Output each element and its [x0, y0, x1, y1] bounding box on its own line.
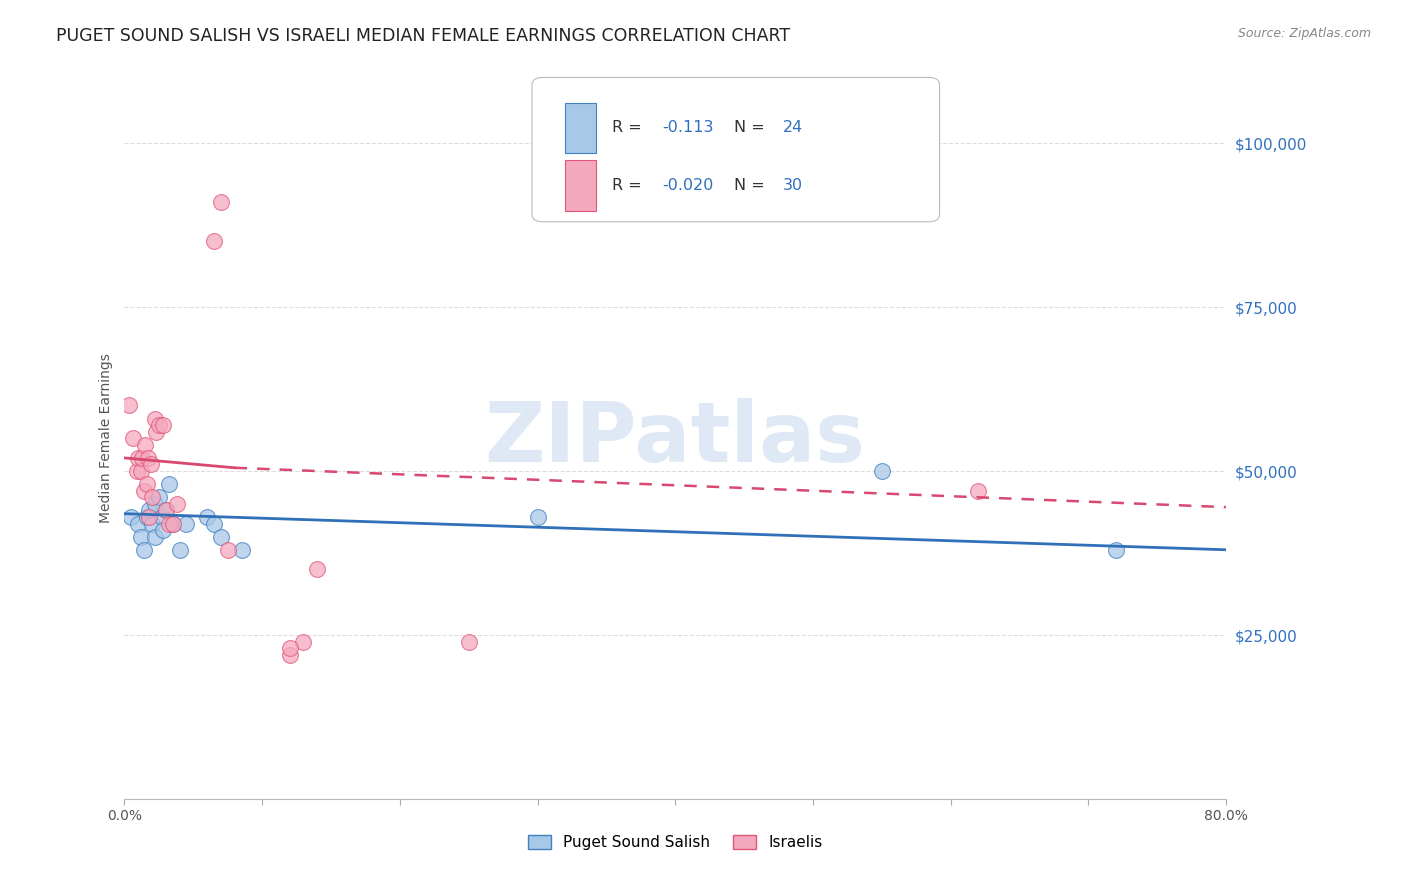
Point — [138, 503, 160, 517]
Point — [166, 497, 188, 511]
Point — [132, 542, 155, 557]
Point — [967, 483, 990, 498]
Point — [131, 450, 153, 465]
Point — [117, 399, 139, 413]
Text: PUGET SOUND SALISH VS ISRAELI MEDIAN FEMALE EARNINGS CORRELATION CHART: PUGET SOUND SALISH VS ISRAELI MEDIAN FEM… — [56, 27, 790, 45]
Legend: Puget Sound Salish, Israelis: Puget Sound Salish, Israelis — [522, 829, 828, 856]
Point — [217, 542, 239, 557]
Text: Source: ZipAtlas.com: Source: ZipAtlas.com — [1237, 27, 1371, 40]
Text: N =: N = — [734, 120, 769, 136]
Point — [278, 641, 301, 656]
Point — [152, 523, 174, 537]
Point — [136, 450, 159, 465]
Text: R =: R = — [613, 120, 647, 136]
Point — [120, 510, 142, 524]
Point — [143, 497, 166, 511]
Point — [155, 503, 177, 517]
FancyBboxPatch shape — [565, 161, 596, 211]
Point — [162, 516, 184, 531]
Text: R =: R = — [613, 178, 647, 194]
Point — [176, 516, 198, 531]
Point — [162, 516, 184, 531]
Text: -0.113: -0.113 — [662, 120, 713, 136]
Point — [150, 510, 173, 524]
Point — [141, 516, 163, 531]
Text: -0.020: -0.020 — [662, 178, 713, 194]
Point — [169, 542, 191, 557]
Point — [135, 477, 157, 491]
Point — [134, 438, 156, 452]
Point — [148, 491, 170, 505]
Point — [155, 503, 177, 517]
Y-axis label: Median Female Earnings: Median Female Earnings — [100, 353, 114, 524]
Point — [143, 411, 166, 425]
Point — [457, 634, 479, 648]
Point — [135, 510, 157, 524]
Point — [127, 516, 149, 531]
Point — [125, 464, 148, 478]
Point — [157, 516, 180, 531]
Text: 30: 30 — [783, 178, 803, 194]
Point — [1105, 542, 1128, 557]
Text: 24: 24 — [783, 120, 803, 136]
Point — [141, 491, 163, 505]
Point — [121, 431, 143, 445]
Text: ZIPatlas: ZIPatlas — [485, 398, 866, 479]
Point — [132, 483, 155, 498]
Point — [139, 458, 162, 472]
Point — [202, 235, 225, 249]
Point — [195, 510, 218, 524]
Point — [143, 530, 166, 544]
Point — [152, 418, 174, 433]
Point — [145, 425, 167, 439]
FancyBboxPatch shape — [531, 78, 939, 222]
Point — [278, 648, 301, 662]
Point — [148, 418, 170, 433]
Point — [138, 510, 160, 524]
Point — [307, 562, 329, 576]
FancyBboxPatch shape — [565, 103, 596, 153]
Point — [202, 516, 225, 531]
Point — [292, 634, 315, 648]
Text: N =: N = — [734, 178, 769, 194]
Point — [209, 195, 232, 210]
Point — [157, 477, 180, 491]
Point — [870, 464, 893, 478]
Point — [209, 530, 232, 544]
Point — [129, 464, 152, 478]
Point — [526, 510, 548, 524]
Point — [127, 450, 149, 465]
Point — [129, 530, 152, 544]
Point — [231, 542, 253, 557]
